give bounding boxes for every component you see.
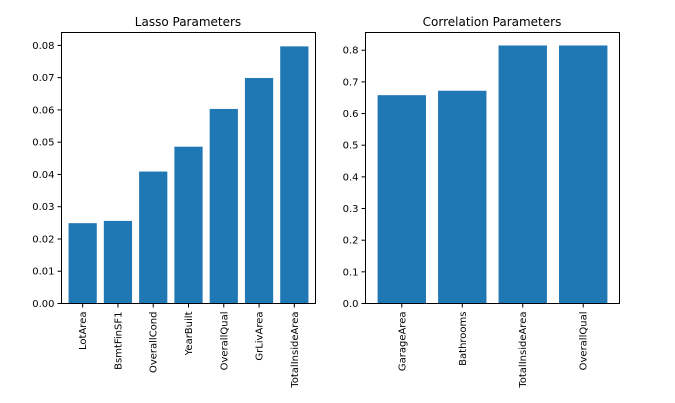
bar-bsmtfinsf1: [103, 220, 133, 304]
x-tick-label: BsmtFinSF1: [113, 312, 124, 370]
y-tick-label: 0.0: [343, 299, 359, 310]
x-tick-label: YearBuilt: [184, 311, 195, 356]
x-axis: GarageArea Bathrooms TotalInsideArea Overal…: [397, 303, 590, 389]
y-tick-label: 0.02: [32, 234, 54, 245]
x-tick-label: OverallQual: [219, 312, 230, 371]
x-tick-label: LotArea: [78, 312, 89, 350]
y-tick-label: 0.7: [343, 77, 359, 88]
bar-yearbuilt: [174, 146, 203, 304]
x-tick-label: GrLivArea: [255, 312, 266, 361]
bar-lotarea: [68, 223, 97, 304]
y-axis: 0.0 0.1 0.2 0.3 0.4 0.5 0.6 0.7 0.8: [343, 46, 366, 310]
bar-overallcond: [139, 171, 168, 304]
y-tick-label: 0.04: [32, 170, 54, 181]
x-tick-label: Bathrooms: [458, 312, 469, 366]
bar-series: [377, 45, 608, 304]
bar-grlivarea: [244, 77, 274, 304]
y-tick-label: 0.08: [32, 41, 54, 52]
bar-overallqual: [559, 45, 608, 304]
chart-title: Correlation Parameters: [423, 15, 562, 29]
lasso-parameters-panel: Lasso Parameters 0.000.010.020.030.040.0…: [32, 15, 316, 389]
y-tick-label: 0.01: [32, 267, 54, 278]
bar-garagearea: [377, 95, 426, 304]
axes-frame: [61, 32, 316, 304]
y-tick-label: 0.06: [32, 105, 54, 116]
x-tick-label: OverallQual: [579, 312, 590, 371]
y-tick-label: 0.4: [343, 172, 359, 183]
y-tick-label: 0.03: [32, 202, 54, 213]
y-tick-label: 0.1: [343, 267, 359, 278]
bar-totalinsidearea: [498, 45, 547, 304]
axes-frame: [365, 32, 620, 304]
y-tick-label: 0.05: [32, 138, 54, 149]
bar-totalinsidearea: [280, 46, 309, 304]
y-tick-label: 0.5: [343, 141, 359, 152]
bar-series: [68, 46, 309, 304]
x-axis: LotArea BsmtFinSF1 OverallCond YearBuilt Ove…: [78, 303, 301, 389]
y-tick-label: 0.3: [343, 204, 359, 215]
x-tick-label: GarageArea: [397, 312, 408, 372]
bar-overallqual: [209, 108, 238, 304]
y-tick-label: 0.2: [343, 236, 359, 247]
x-tick-label: OverallCond: [149, 312, 160, 374]
y-tick-label: 0.07: [32, 73, 54, 84]
x-tick-label: TotalInsideArea: [518, 312, 529, 389]
y-tick-label: 0.8: [343, 46, 359, 57]
y-tick-label: 0.6: [343, 109, 359, 120]
bar-bathrooms: [438, 90, 487, 304]
chart-title: Lasso Parameters: [135, 15, 241, 29]
x-tick-label: TotalInsideArea: [290, 312, 301, 389]
y-axis: 0.00 0.01 0.02 0.03 0.04 0.05 0.06 0.07 0.08: [32, 41, 62, 310]
y-tick-label: 0.00: [32, 299, 54, 310]
correlation-parameters-panel: Correlation Parameters 0.00.10.20.30.40.…: [343, 15, 620, 389]
